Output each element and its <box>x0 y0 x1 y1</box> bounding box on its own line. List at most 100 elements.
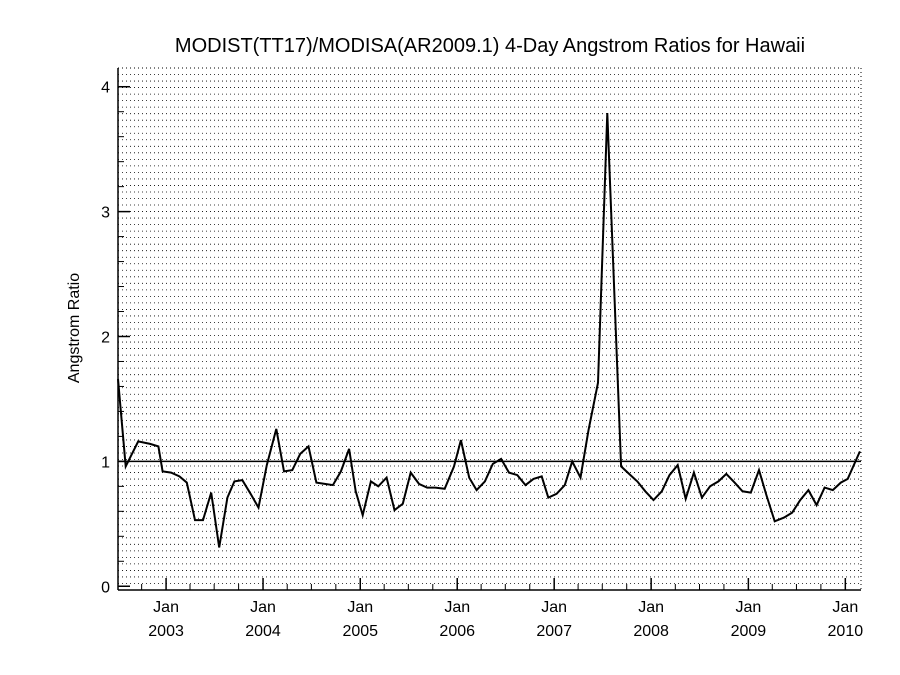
data-point <box>533 478 535 480</box>
data-point <box>541 475 543 477</box>
y-axis-label: Angstrom Ratio <box>66 273 83 383</box>
data-point <box>162 470 164 472</box>
data-point <box>725 473 727 475</box>
data-point <box>453 465 455 467</box>
data-point <box>233 480 235 482</box>
data-point <box>324 483 326 485</box>
y-tick-label: 0 <box>101 579 110 596</box>
data-point <box>226 497 228 499</box>
x-tick-month: Jan <box>735 599 761 616</box>
data-point <box>402 503 404 505</box>
data-point <box>783 517 785 519</box>
data-point <box>484 480 486 482</box>
data-point <box>362 514 364 516</box>
data-point <box>460 439 462 441</box>
data-point <box>394 509 396 511</box>
data-point <box>677 464 679 466</box>
data-point <box>734 482 736 484</box>
data-point <box>661 490 663 492</box>
data-point <box>669 474 671 476</box>
data-point <box>210 492 212 494</box>
data-point <box>807 489 809 491</box>
data-point <box>840 482 842 484</box>
y-tick-label: 4 <box>101 80 110 97</box>
x-tick-year: 2006 <box>439 623 475 640</box>
data-point <box>701 497 703 499</box>
data-point <box>178 475 180 477</box>
chart-title: MODIST(TT17)/MODISA(AR2009.1) 4-Day Angs… <box>175 35 805 57</box>
data-point <box>556 493 558 495</box>
data-point <box>202 519 204 521</box>
y-tick-label: 2 <box>101 329 110 346</box>
data-point <box>620 465 622 467</box>
data-point <box>628 473 630 475</box>
data-point <box>355 490 357 492</box>
data-point <box>157 445 159 447</box>
data-point <box>709 485 711 487</box>
data-point <box>348 448 350 450</box>
x-tick-month: Jan <box>250 599 276 616</box>
y-axis: 0 1 2 3 4 <box>101 80 130 596</box>
data-point <box>693 472 695 474</box>
data-point <box>547 497 549 499</box>
data-point <box>283 470 285 472</box>
data-point <box>685 498 687 500</box>
x-tick-month: Jan <box>444 599 470 616</box>
data-point <box>750 492 752 494</box>
x-tick-year: 2010 <box>828 623 864 640</box>
data-point <box>791 512 793 514</box>
data-point <box>636 480 638 482</box>
data-point <box>774 520 776 522</box>
data-point <box>275 428 277 430</box>
data-point <box>377 485 379 487</box>
data-point <box>644 490 646 492</box>
data-point <box>824 487 826 489</box>
x-tick-month: Jan <box>541 599 567 616</box>
data-point <box>258 507 260 509</box>
data-point <box>847 478 849 480</box>
data-point <box>291 469 293 471</box>
data-point <box>241 479 243 481</box>
data-point <box>468 477 470 479</box>
x-tick-year: 2003 <box>148 623 184 640</box>
data-point <box>434 487 436 489</box>
data-point <box>410 472 412 474</box>
data-point <box>564 484 566 486</box>
data-point <box>340 470 342 472</box>
data-point <box>500 458 502 460</box>
data-point <box>588 429 590 431</box>
data-point <box>194 519 196 521</box>
data-point <box>125 465 127 467</box>
data-point <box>832 489 834 491</box>
data-point <box>476 489 478 491</box>
x-tick-month: Jan <box>347 599 373 616</box>
data-point <box>859 450 861 452</box>
x-tick-year: 2005 <box>342 623 378 640</box>
data-point <box>137 440 139 442</box>
y-tick-label: 1 <box>101 454 110 471</box>
data-point <box>250 493 252 495</box>
data-point <box>492 463 494 465</box>
data-point <box>218 547 220 549</box>
data-point <box>418 483 420 485</box>
data-point <box>266 464 268 466</box>
data-point <box>170 472 172 474</box>
axes <box>117 67 862 591</box>
x-tick-year: 2008 <box>633 623 669 640</box>
x-tick-year: 2007 <box>536 623 572 640</box>
data-point <box>717 480 719 482</box>
x-tick-year: 2009 <box>731 623 767 640</box>
data-point <box>516 474 518 476</box>
data-point <box>816 504 818 506</box>
data-point <box>571 460 573 462</box>
data-point <box>799 499 801 501</box>
data-point <box>308 445 310 447</box>
x-axis: Jan 2003 Jan 2004 Jan 2005 Jan 2006 Jan 2007 Jan 20… <box>141 578 864 640</box>
data-point <box>580 477 582 479</box>
data-point <box>370 480 372 482</box>
data-point <box>444 488 446 490</box>
x-tick-year: 2004 <box>245 623 281 640</box>
data-point <box>525 484 527 486</box>
data-point <box>758 469 760 471</box>
data-point <box>742 490 744 492</box>
